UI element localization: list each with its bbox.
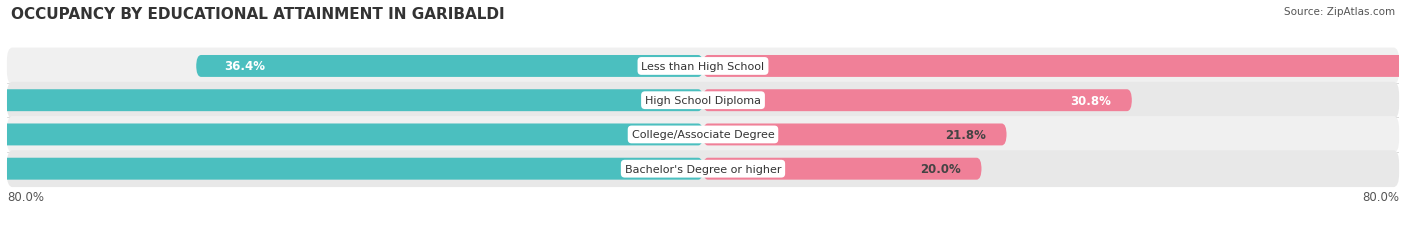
FancyBboxPatch shape	[7, 82, 1399, 119]
FancyBboxPatch shape	[7, 48, 1399, 85]
Text: High School Diploma: High School Diploma	[645, 96, 761, 106]
FancyBboxPatch shape	[703, 158, 981, 180]
FancyBboxPatch shape	[703, 56, 1406, 78]
FancyBboxPatch shape	[0, 124, 703, 146]
Text: College/Associate Degree: College/Associate Degree	[631, 130, 775, 140]
FancyBboxPatch shape	[0, 90, 703, 112]
Text: 36.4%: 36.4%	[224, 60, 266, 73]
Text: Less than High School: Less than High School	[641, 62, 765, 72]
Text: 80.0%: 80.0%	[1362, 190, 1399, 203]
FancyBboxPatch shape	[703, 90, 1132, 112]
FancyBboxPatch shape	[703, 124, 1007, 146]
Text: 30.8%: 30.8%	[1070, 94, 1111, 107]
FancyBboxPatch shape	[7, 151, 1399, 187]
Text: 80.0%: 80.0%	[7, 190, 44, 203]
Text: Bachelor's Degree or higher: Bachelor's Degree or higher	[624, 164, 782, 174]
Text: 21.8%: 21.8%	[945, 128, 986, 141]
Text: OCCUPANCY BY EDUCATIONAL ATTAINMENT IN GARIBALDI: OCCUPANCY BY EDUCATIONAL ATTAINMENT IN G…	[11, 7, 505, 22]
FancyBboxPatch shape	[7, 117, 1399, 153]
FancyBboxPatch shape	[0, 158, 703, 180]
FancyBboxPatch shape	[197, 56, 703, 78]
Text: Source: ZipAtlas.com: Source: ZipAtlas.com	[1284, 7, 1395, 17]
Text: 20.0%: 20.0%	[920, 162, 960, 175]
